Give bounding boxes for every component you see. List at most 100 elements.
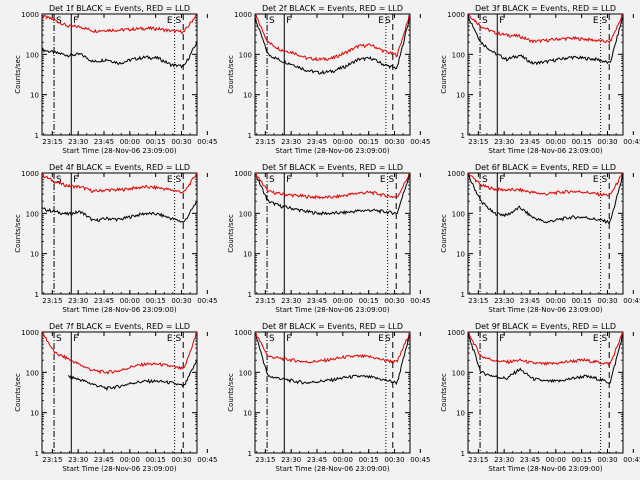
x-tick-label: 00:00 <box>546 138 566 146</box>
series-line-events <box>254 332 411 386</box>
y-axis-label: Counts/sec <box>14 214 22 253</box>
x-tick-label: 23:15 <box>42 297 62 305</box>
y-tick-label: 100 <box>452 51 465 59</box>
y-tick-label: 10 <box>243 410 252 418</box>
y-tick-label: 100 <box>239 369 252 377</box>
series-line-events <box>254 173 411 216</box>
x-tick-label: 00:00 <box>546 297 566 305</box>
marker-label-f: F <box>73 16 78 26</box>
series-line-lld <box>41 13 198 34</box>
series-line-events <box>67 359 198 392</box>
plot-frame <box>254 13 411 136</box>
x-tick-label: 23:45 <box>94 138 114 146</box>
x-tick-label: 00:30 <box>171 297 191 305</box>
plot-frame <box>254 172 411 295</box>
y-tick-label: 1 <box>461 132 465 140</box>
series-line-lld <box>41 172 198 194</box>
marker-label-e: E <box>378 334 384 344</box>
series-line-lld <box>467 13 624 45</box>
chart-title: Det 2f BLACK = Events, RED = LLD <box>262 4 403 13</box>
series-line-lld <box>41 331 198 375</box>
marker-label-f: F <box>499 16 504 26</box>
x-tick-label: 23:30 <box>281 456 301 464</box>
marker-label-s: S <box>602 334 608 344</box>
marker-label-s: S <box>176 334 182 344</box>
marker-label-f: F <box>73 175 78 185</box>
y-axis-label: Counts/sec <box>14 55 22 94</box>
y-tick-label: 100 <box>26 210 39 218</box>
x-axis-label: Start Time (28-Nov-06 23:09:00) <box>488 465 602 473</box>
plot-frame <box>254 331 411 454</box>
series-line-lld <box>467 331 624 367</box>
marker-label-s: S <box>385 334 391 344</box>
marker-label-s: S <box>269 175 275 185</box>
marker-label-e: E <box>167 334 173 344</box>
x-axis-label: Start Time (28-Nov-06 23:09:00) <box>62 147 176 155</box>
x-tick-label: 23:45 <box>307 297 327 305</box>
y-tick-label: 1000 <box>21 11 39 19</box>
x-tick-label: 23:45 <box>307 138 327 146</box>
x-tick-label: 00:00 <box>120 297 140 305</box>
chart-panel-7: Det 7f BLACK = Events, RED = LLD 1 10 100 10… <box>14 322 217 473</box>
x-tick-label: 23:30 <box>494 138 514 146</box>
marker-label-e: E <box>593 175 599 185</box>
x-tick-label: 00:45 <box>623 138 640 146</box>
series-line-events <box>41 40 198 69</box>
marker-label-e: E <box>593 16 599 26</box>
plot-frame <box>41 331 198 454</box>
marker-label-s: S <box>269 334 275 344</box>
series-line-events <box>467 332 624 384</box>
x-tick-label: 00:45 <box>410 297 430 305</box>
marker-label-e: E <box>378 16 384 26</box>
y-axis-label: Counts/sec <box>227 373 235 412</box>
chart-title: Det 8f BLACK = Events, RED = LLD <box>262 322 403 331</box>
y-axis-label: Counts/sec <box>14 373 22 412</box>
marker-label-s: S <box>482 16 488 26</box>
series-line-lld <box>254 331 411 364</box>
marker-label-f: F <box>286 334 291 344</box>
x-tick-label: 23:45 <box>94 456 114 464</box>
chart-panel-4: Det 4f BLACK = Events, RED = LLD 1 10 100 10… <box>14 163 217 314</box>
y-tick-label: 1000 <box>447 11 465 19</box>
series-line-events <box>41 201 198 224</box>
y-tick-label: 100 <box>239 210 252 218</box>
x-tick-label: 23:15 <box>468 456 488 464</box>
marker-label-s: S <box>56 16 62 26</box>
y-tick-label: 100 <box>26 369 39 377</box>
x-tick-label: 00:30 <box>171 456 191 464</box>
marker-label-s: S <box>482 175 488 185</box>
x-tick-label: 00:00 <box>333 456 353 464</box>
marker-label-s: S <box>176 175 182 185</box>
marker-label-f: F <box>286 175 291 185</box>
x-tick-label: 23:45 <box>94 297 114 305</box>
x-axis-label: Start Time (28-Nov-06 23:09:00) <box>488 306 602 314</box>
chart-title: Det 4f BLACK = Events, RED = LLD <box>49 163 190 172</box>
series-line-lld <box>254 13 411 62</box>
x-tick-label: 00:45 <box>197 297 217 305</box>
x-tick-label: 00:00 <box>333 138 353 146</box>
x-tick-label: 23:45 <box>520 456 540 464</box>
marker-label-f: F <box>499 175 504 185</box>
plot-frame <box>467 13 624 136</box>
chart-title: Det 1f BLACK = Events, RED = LLD <box>49 4 190 13</box>
y-tick-label: 1000 <box>234 11 252 19</box>
x-tick-label: 23:30 <box>68 456 88 464</box>
x-tick-label: 00:45 <box>623 456 640 464</box>
marker-label-s: S <box>56 334 62 344</box>
x-tick-label: 00:15 <box>359 297 379 305</box>
x-axis-label: Start Time (28-Nov-06 23:09:00) <box>62 306 176 314</box>
marker-label-s: S <box>56 175 62 185</box>
y-tick-label: 1 <box>248 291 252 299</box>
y-tick-label: 1000 <box>21 170 39 178</box>
x-tick-label: 00:15 <box>146 297 166 305</box>
x-tick-label: 23:15 <box>468 138 488 146</box>
y-tick-label: 1 <box>35 291 39 299</box>
chart-panel-5: Det 5f BLACK = Events, RED = LLD 1 10 100 10… <box>227 163 430 314</box>
marker-label-s: S <box>269 16 275 26</box>
marker-label-f: F <box>499 334 504 344</box>
x-tick-label: 00:30 <box>597 138 617 146</box>
x-tick-label: 23:30 <box>68 297 88 305</box>
series-line-events <box>254 16 411 75</box>
y-tick-label: 1 <box>248 132 252 140</box>
y-tick-label: 1000 <box>447 329 465 337</box>
